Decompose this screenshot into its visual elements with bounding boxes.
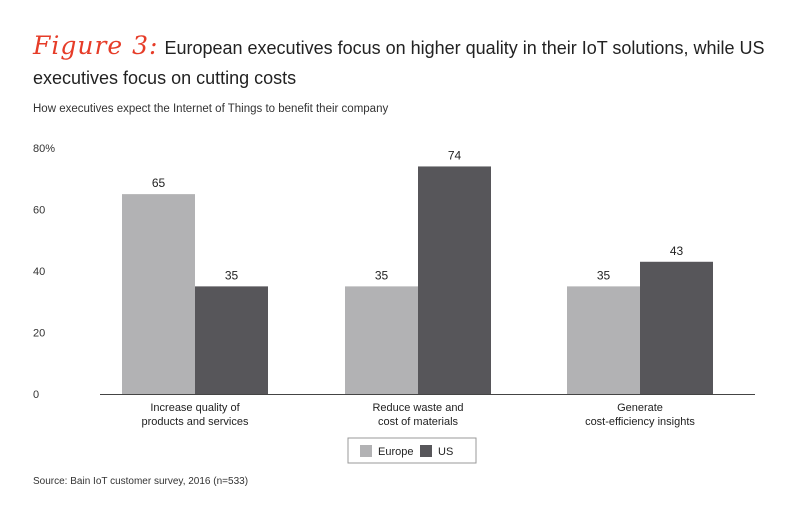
bar-europe (122, 194, 195, 394)
y-tick-label: 60 (33, 205, 45, 217)
data-label: 35 (225, 268, 239, 282)
data-label: 35 (597, 268, 611, 282)
legend-label: Europe (378, 446, 413, 458)
chart-title: European executives focus on higher qual… (33, 38, 765, 88)
category-label: Reduce waste and (372, 402, 463, 414)
bar-us (195, 286, 268, 394)
figure-label: Figure 3: (33, 31, 159, 60)
y-tick-label: 80% (33, 143, 55, 155)
chart-subtitle: How executives expect the Internet of Th… (33, 103, 389, 115)
category-label: Increase quality of (150, 402, 240, 414)
data-label: 65 (152, 176, 166, 190)
category-label: cost of materials (378, 416, 459, 428)
data-label: 43 (670, 244, 684, 258)
y-tick-label: 0 (33, 389, 39, 401)
bar-us (640, 261, 713, 394)
category-label: cost-efficiency insights (585, 416, 695, 428)
legend-label: US (438, 446, 453, 458)
bar-europe (567, 286, 640, 394)
data-label: 35 (375, 268, 389, 282)
source-note: Source: Bain IoT customer survey, 2016 (… (33, 476, 249, 487)
legend-box (347, 437, 477, 464)
data-label: 74 (448, 148, 462, 162)
category-label: Generate (617, 402, 663, 414)
bar-chart: 0 20 40 60 80% 65 35 35 35 74 43 Increase quality o… (33, 143, 755, 464)
category-label: products and services (142, 416, 249, 428)
legend-swatch-us (420, 445, 432, 457)
legend-swatch-europe (360, 445, 372, 457)
y-tick-label: 20 (33, 328, 45, 340)
y-tick-label: 40 (33, 266, 45, 278)
bar-us (418, 166, 491, 394)
bar-europe (345, 286, 418, 394)
title-block: Figure 3: European executives focus on hi… (33, 31, 773, 93)
